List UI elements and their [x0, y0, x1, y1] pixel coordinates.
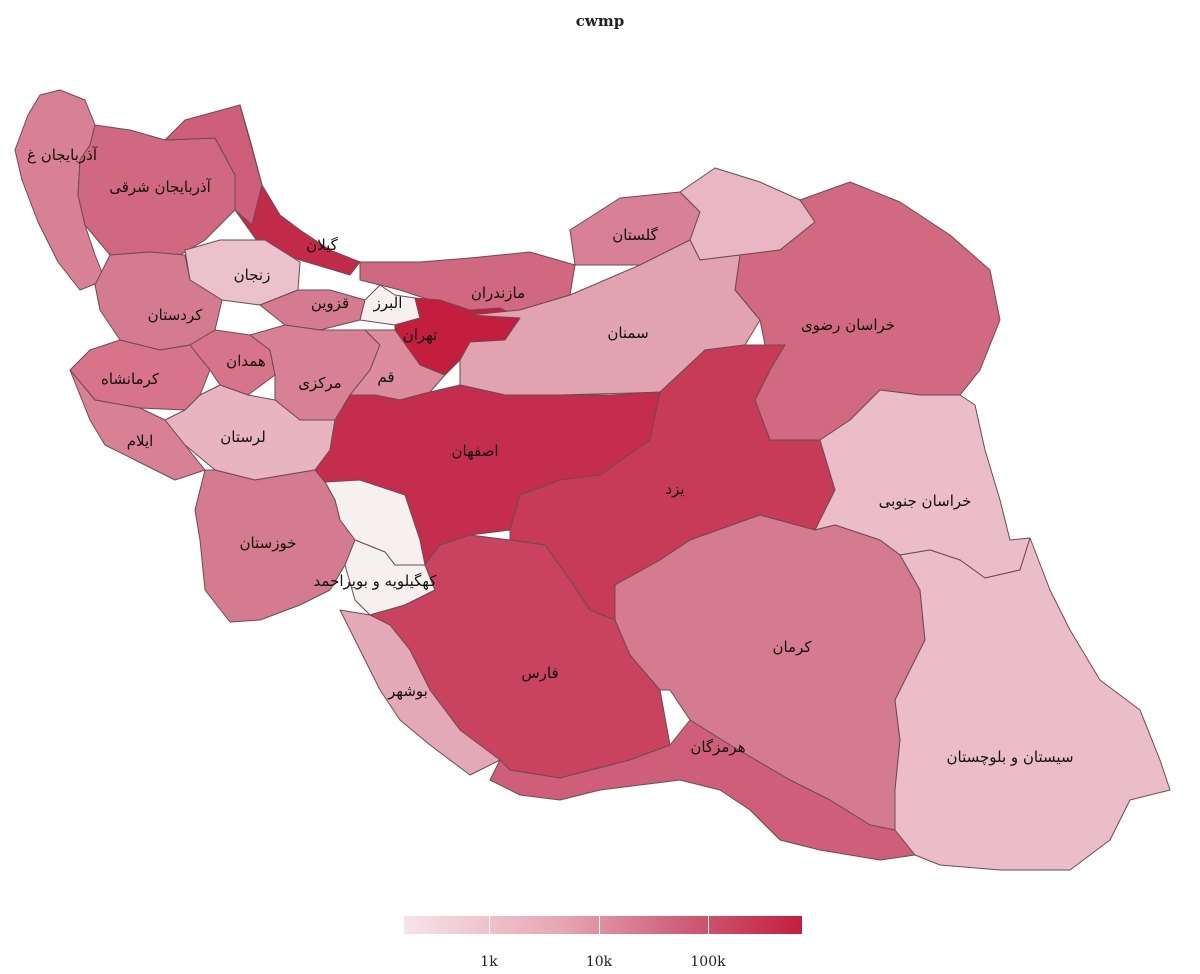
province-label-azarbayjan-gharbi: آذربایجان غ — [27, 146, 98, 164]
province-label-mazandaran: مازندران — [471, 284, 525, 302]
province-sistan — [894, 537, 1171, 871]
legend-tick-line — [708, 916, 709, 934]
province-label-ilam: ایلام — [127, 432, 154, 450]
province-label-yazd: یزد — [665, 480, 684, 498]
province-label-alborz: البرز — [373, 294, 403, 312]
provinces-layer — [14, 89, 1171, 871]
province-label-ghazvin: قزوین — [311, 294, 349, 312]
legend-tick-label: 1k — [480, 954, 498, 970]
legend-tick-line — [599, 916, 600, 934]
province-azarbayjan-gharbi — [14, 89, 106, 291]
province-label-hamedan: همدان — [226, 352, 266, 370]
province-label-markazi: مرکزی — [298, 374, 341, 392]
province-label-khorasan-razavi: خراسان رضوی — [801, 316, 895, 334]
province-label-fars: فارس — [521, 664, 558, 682]
province-label-kordestan: کردستان — [148, 306, 204, 324]
legend-tick-line — [489, 916, 490, 934]
province-gilan — [234, 104, 361, 276]
province-label-kohgiluyeh: کهگیلویه و بویراحمد — [314, 572, 438, 590]
province-label-azarbayjan-sharghi: آذربایجان شرقی — [109, 178, 211, 196]
province-label-tehran: تهران — [403, 326, 438, 344]
province-label-khorasan-jonubi: خراسان جنوبی — [879, 492, 972, 510]
province-label-sistan: سیستان و بلوچستان — [946, 748, 1073, 766]
province-label-esfahan: اصفهان — [452, 442, 499, 460]
province-label-lorestan: لرستان — [220, 428, 266, 446]
color-scale-legend: 1k 10k 100k — [404, 916, 802, 970]
legend-tick-label: 100k — [690, 954, 726, 970]
province-label-khuzestan: خوزستان — [240, 534, 297, 552]
province-label-kerman: کرمان — [772, 638, 812, 656]
legend-tick-label: 10k — [585, 954, 613, 970]
province-label-gilan: گیلان — [306, 236, 338, 254]
province-label-hormozgan: هرمزگان — [690, 738, 745, 756]
province-label-semnan: سمنان — [607, 324, 648, 342]
province-labels-layer: آذربایجان غ آذربایجان شرقی گیلان زنجان م… — [27, 146, 1074, 766]
color-scale-bar — [404, 916, 802, 934]
province-label-zanjan: زنجان — [234, 266, 271, 284]
province-label-golestan: گلستان — [612, 226, 658, 244]
province-label-kermanshah: کرمانشاه — [101, 370, 160, 388]
map-title: cwmp — [575, 12, 625, 30]
province-label-bushehr: بوشهر — [387, 682, 428, 700]
province-label-qom: قم — [377, 368, 394, 386]
